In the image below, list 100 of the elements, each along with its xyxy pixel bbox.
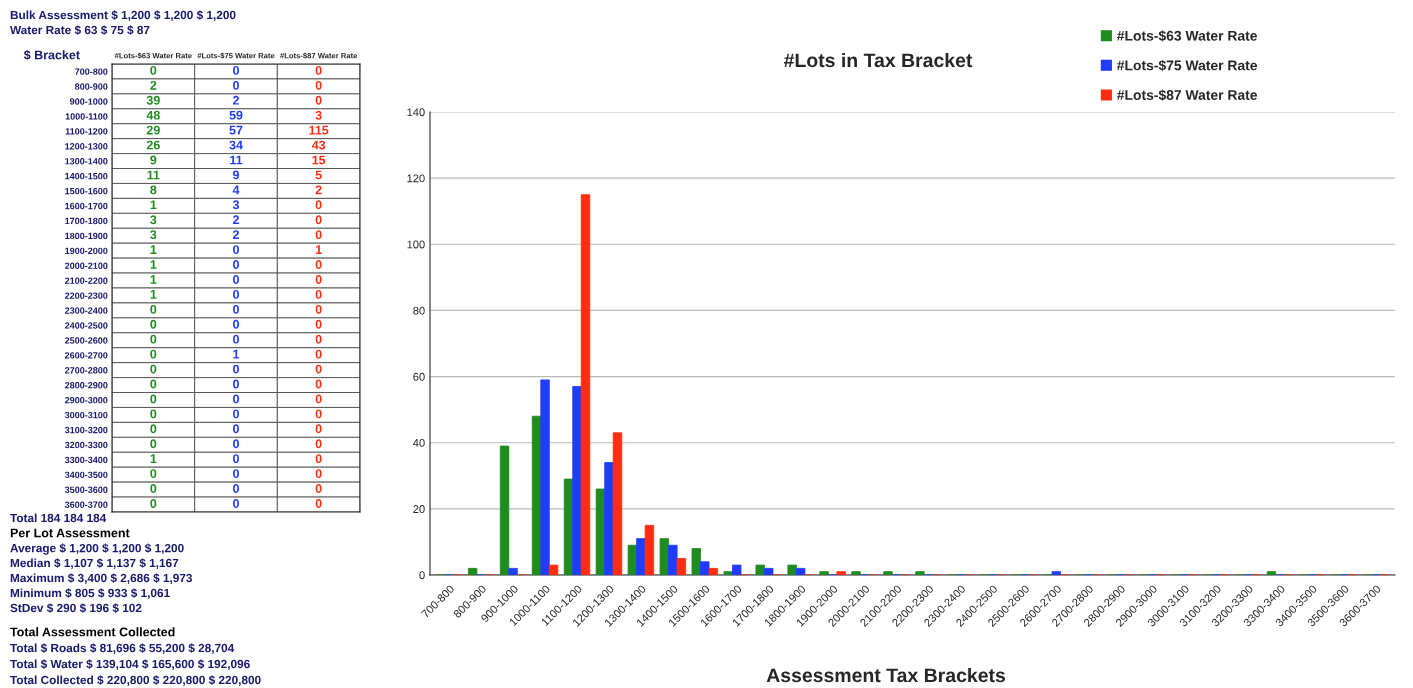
data-label: 0: [315, 469, 322, 479]
data-label: 0: [315, 304, 322, 314]
bar: [676, 558, 687, 575]
bar: [819, 571, 829, 575]
data-label: 29: [146, 125, 160, 135]
data-label: 39: [146, 95, 160, 105]
data-label: 0: [315, 65, 322, 75]
text: Total 184 184 184: [10, 513, 107, 523]
y-tick-label: 1300-1400: [65, 158, 108, 165]
data-label: 0: [315, 80, 322, 90]
data-label: 0: [150, 394, 157, 404]
y-tick-label: 40: [413, 438, 425, 447]
data-label: 0: [233, 454, 239, 464]
bar: [548, 564, 559, 575]
data-label: 0: [315, 394, 322, 404]
y-tick-label: 3000-3100: [64, 411, 108, 419]
legend-label: #Lots-$87 Water Rate: [1117, 89, 1258, 101]
bar: [580, 194, 591, 575]
data-label: 0: [233, 245, 239, 255]
y-tick-label: 3300-3400: [64, 456, 108, 464]
y-tick-label: 2400-2500: [64, 322, 108, 329]
y-tick-label: 3200-3300: [64, 441, 108, 449]
bar: [572, 386, 582, 575]
y-tick-label: 60: [413, 372, 425, 381]
data-label: 3: [232, 200, 240, 210]
bar: [604, 462, 614, 575]
x-axis-title: Assessment Tax Brackets: [766, 667, 1006, 683]
y-tick-label: 3500-3600: [64, 486, 108, 493]
y-tick-label: 1000-1100: [65, 113, 108, 120]
text: StDev $ 290 $ 196 $ 102: [10, 603, 142, 613]
y-tick-label: 100: [407, 240, 425, 249]
data-label: 0: [233, 424, 239, 434]
bar: [659, 538, 670, 575]
data-label: 0: [315, 215, 322, 225]
y-tick-label: 2100-2200: [64, 277, 108, 284]
data-label: 2: [315, 185, 322, 195]
data-label: 0: [315, 454, 322, 464]
y-tick-label: 2200-2300: [64, 292, 108, 299]
y-tick-label: 900-1000: [70, 98, 108, 105]
data-label: 0: [150, 364, 157, 374]
y-tick-label: 2500-2600: [64, 337, 108, 344]
data-label: 0: [233, 65, 239, 75]
data-label: 0: [233, 319, 239, 329]
data-label: 0: [150, 304, 157, 314]
data-label: 0: [233, 379, 239, 389]
data-label: 0: [315, 439, 322, 449]
data-label: 0: [150, 65, 157, 75]
y-tick-label: 1600-1700: [65, 202, 108, 210]
data-label: 0: [150, 409, 157, 419]
bar: [915, 571, 925, 575]
y-axis-title: $ Bracket: [23, 49, 80, 61]
data-label: 0: [315, 499, 322, 508]
bar: [851, 571, 861, 575]
data-label: 0: [150, 334, 157, 344]
bar: [627, 544, 638, 575]
data-label: 1: [150, 290, 157, 299]
y-tick-label: 2000-2100: [64, 262, 108, 269]
data-label: 0: [150, 439, 157, 449]
data-label: 0: [233, 80, 239, 90]
text: Total $ Water $ 139,104 $ 165,600 $ 192,096: [10, 659, 250, 670]
bar: [764, 567, 774, 575]
data-label: 0: [150, 499, 157, 508]
data-label: 0: [150, 484, 157, 493]
text: Maximum $ 3,400 $ 2,686 $ 1,973: [10, 573, 193, 584]
data-label: 0: [315, 364, 322, 374]
data-label: 0: [315, 349, 322, 359]
data-label: 0: [315, 200, 322, 210]
data-label: 1: [150, 245, 157, 254]
data-label: 0: [315, 289, 322, 299]
data-label: 9: [150, 155, 157, 165]
data-label: 34: [229, 140, 243, 150]
y-tick-label: 3100-3200: [64, 426, 108, 434]
data-label: 0: [233, 409, 239, 419]
y-tick-label: 2700-2800: [64, 367, 108, 374]
y-tick-label: 1500-1600: [65, 187, 108, 195]
data-label: 57: [229, 125, 243, 135]
bar: [708, 567, 718, 575]
text: Bulk Assessment $ 1,200 $ 1,200 $ 1,200: [10, 10, 236, 21]
data-label: 0: [233, 499, 239, 508]
bar: [1266, 571, 1277, 575]
y-tick-label: 3400-3500: [64, 471, 108, 479]
data-label: 3: [150, 230, 157, 240]
data-label: 0: [150, 349, 157, 359]
data-label: 0: [150, 319, 157, 329]
data-label: 43: [311, 140, 326, 150]
bar: [732, 564, 742, 575]
y-tick-label: 3600-3700: [64, 501, 108, 508]
y-tick-label: 20: [413, 505, 425, 513]
bar: [755, 564, 765, 575]
data-label: 48: [146, 110, 160, 120]
data-label: 26: [146, 140, 160, 150]
chart-title: #Lots in Tax Bracket: [783, 52, 973, 68]
y-tick-label: 2300-2400: [64, 307, 108, 314]
data-label: 0: [315, 319, 322, 329]
data-label: 0: [315, 275, 322, 284]
data-label: 3: [150, 215, 157, 225]
bar: [508, 567, 518, 575]
y-tick-label: 1400-1500: [65, 172, 108, 180]
text: Total Collected $ 220,800 $ 220,800 $ 220,800: [10, 675, 261, 686]
data-label: 0: [233, 394, 239, 404]
